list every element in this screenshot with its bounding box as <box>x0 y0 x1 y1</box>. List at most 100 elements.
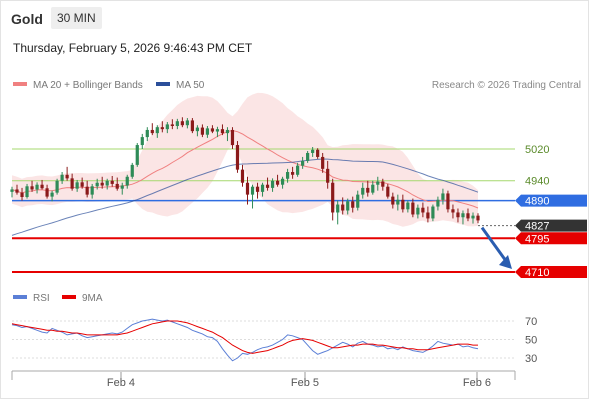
level-label-4795: 4795 <box>525 233 549 245</box>
candle-body-87 <box>446 193 450 210</box>
x-tick-label-0: Feb 4 <box>107 377 135 389</box>
ma50-line <box>11 158 479 236</box>
candle-body-9 <box>55 180 59 193</box>
candle-body-73 <box>376 181 380 185</box>
candle-body-62 <box>321 156 325 169</box>
candle-body-7 <box>45 188 49 197</box>
candle-body-40 <box>210 128 215 132</box>
candle-body-44 <box>230 129 235 146</box>
candle-body-71 <box>366 187 370 193</box>
candle-body-59 <box>306 152 310 161</box>
candle-body-58 <box>301 160 305 166</box>
candle-body-48 <box>250 186 255 195</box>
level-tag-4795 <box>515 232 587 245</box>
candle-body-30 <box>160 127 164 130</box>
candle-body-18 <box>100 182 104 186</box>
candle-body-60 <box>311 149 315 153</box>
candle-body-37 <box>195 127 199 132</box>
candle-body-39 <box>205 128 210 135</box>
candle-body-6 <box>40 184 44 189</box>
candle-body-23 <box>125 176 129 186</box>
candle-body-67 <box>346 201 350 211</box>
candle-body-49 <box>255 186 260 192</box>
x-tick-label-2: Feb 6 <box>463 377 491 389</box>
candle-body-72 <box>371 184 375 193</box>
legend-ma50: MA 50 <box>156 80 204 91</box>
rsi-swatch <box>13 295 27 300</box>
legend-rsi: RSI <box>13 293 50 304</box>
candle-body-82 <box>421 207 425 213</box>
instrument-title: Gold <box>11 11 43 27</box>
level-label-4827: 4827 <box>525 221 549 233</box>
credit-text: Research © 2026 Trading Central <box>431 80 581 91</box>
candle-body-34 <box>180 121 184 126</box>
chart-datetime: Thursday, February 5, 2026 9:46:43 PM CE… <box>13 41 253 55</box>
legend-9ma-label: 9MA <box>82 293 103 304</box>
candle-body-57 <box>296 165 300 175</box>
legend-ma50-label: MA 50 <box>176 80 205 91</box>
candle-body-33 <box>175 121 179 126</box>
candle-body-55 <box>285 172 290 179</box>
candle-body-68 <box>351 201 355 208</box>
level-label-4940: 4940 <box>525 176 549 188</box>
candle-body-5 <box>35 184 39 190</box>
legend-9ma: 9MA <box>62 293 103 304</box>
candle-body-52 <box>270 180 275 188</box>
level-tag-4890 <box>515 194 587 207</box>
candle-body-85 <box>436 199 440 207</box>
candle-body-20 <box>110 180 114 184</box>
candle-body-45 <box>235 145 240 170</box>
legend-rsi-label: RSI <box>33 293 50 304</box>
candle-body-74 <box>381 181 385 187</box>
candle-body-21 <box>115 183 119 189</box>
candle-body-88 <box>451 209 455 213</box>
candle-body-65 <box>336 204 340 213</box>
candle-body-26 <box>140 137 144 146</box>
candle-body-86 <box>441 193 445 200</box>
legend-ma20-label: MA 20 + Bollinger Bands <box>33 80 143 91</box>
candle-body-42 <box>220 129 225 134</box>
candle-body-91 <box>466 213 470 219</box>
ma20-line <box>11 129 479 209</box>
candle-body-11 <box>65 174 69 179</box>
candle-body-92 <box>471 215 475 219</box>
level-tag-4827 <box>515 219 587 232</box>
candle-body-4 <box>30 186 34 190</box>
level-label-4890: 4890 <box>525 196 549 208</box>
candle-body-8 <box>50 192 54 197</box>
candle-body-56 <box>291 172 295 175</box>
candle-body-76 <box>391 196 395 205</box>
candle-body-14 <box>80 182 84 187</box>
candle-body-78 <box>401 199 405 210</box>
ma50-swatch <box>156 82 170 87</box>
candle-body-47 <box>245 182 250 195</box>
candle-body-3 <box>25 186 29 198</box>
candle-body-90 <box>461 213 465 218</box>
timeframe-badge[interactable]: 30 MIN <box>51 7 102 29</box>
candle-body-83 <box>426 212 430 219</box>
candle-body-79 <box>406 202 410 210</box>
candle-body-84 <box>431 206 435 219</box>
candle-body-24 <box>130 164 134 177</box>
candle-body-12 <box>70 178 74 189</box>
candle-body-36 <box>190 120 194 132</box>
candle-body-64 <box>331 182 335 213</box>
candle-body-1 <box>15 189 19 193</box>
candle-body-66 <box>341 204 345 211</box>
candle-body-28 <box>150 129 154 134</box>
candle-body-50 <box>260 184 265 192</box>
candle-body-32 <box>170 124 174 126</box>
candle-body-54 <box>280 178 285 185</box>
candle-body-89 <box>456 212 460 218</box>
candle-body-80 <box>411 202 415 215</box>
header: Gold 30 MIN <box>0 0 590 38</box>
candle-body-61 <box>316 149 320 157</box>
candle-body-93 <box>476 215 480 221</box>
candle-body-16 <box>90 186 94 195</box>
level-label-5020: 5020 <box>525 144 549 156</box>
candle-body-10 <box>60 174 64 181</box>
candle-body-29 <box>155 127 159 134</box>
candle-body-46 <box>240 169 245 183</box>
candle-body-69 <box>356 194 360 208</box>
